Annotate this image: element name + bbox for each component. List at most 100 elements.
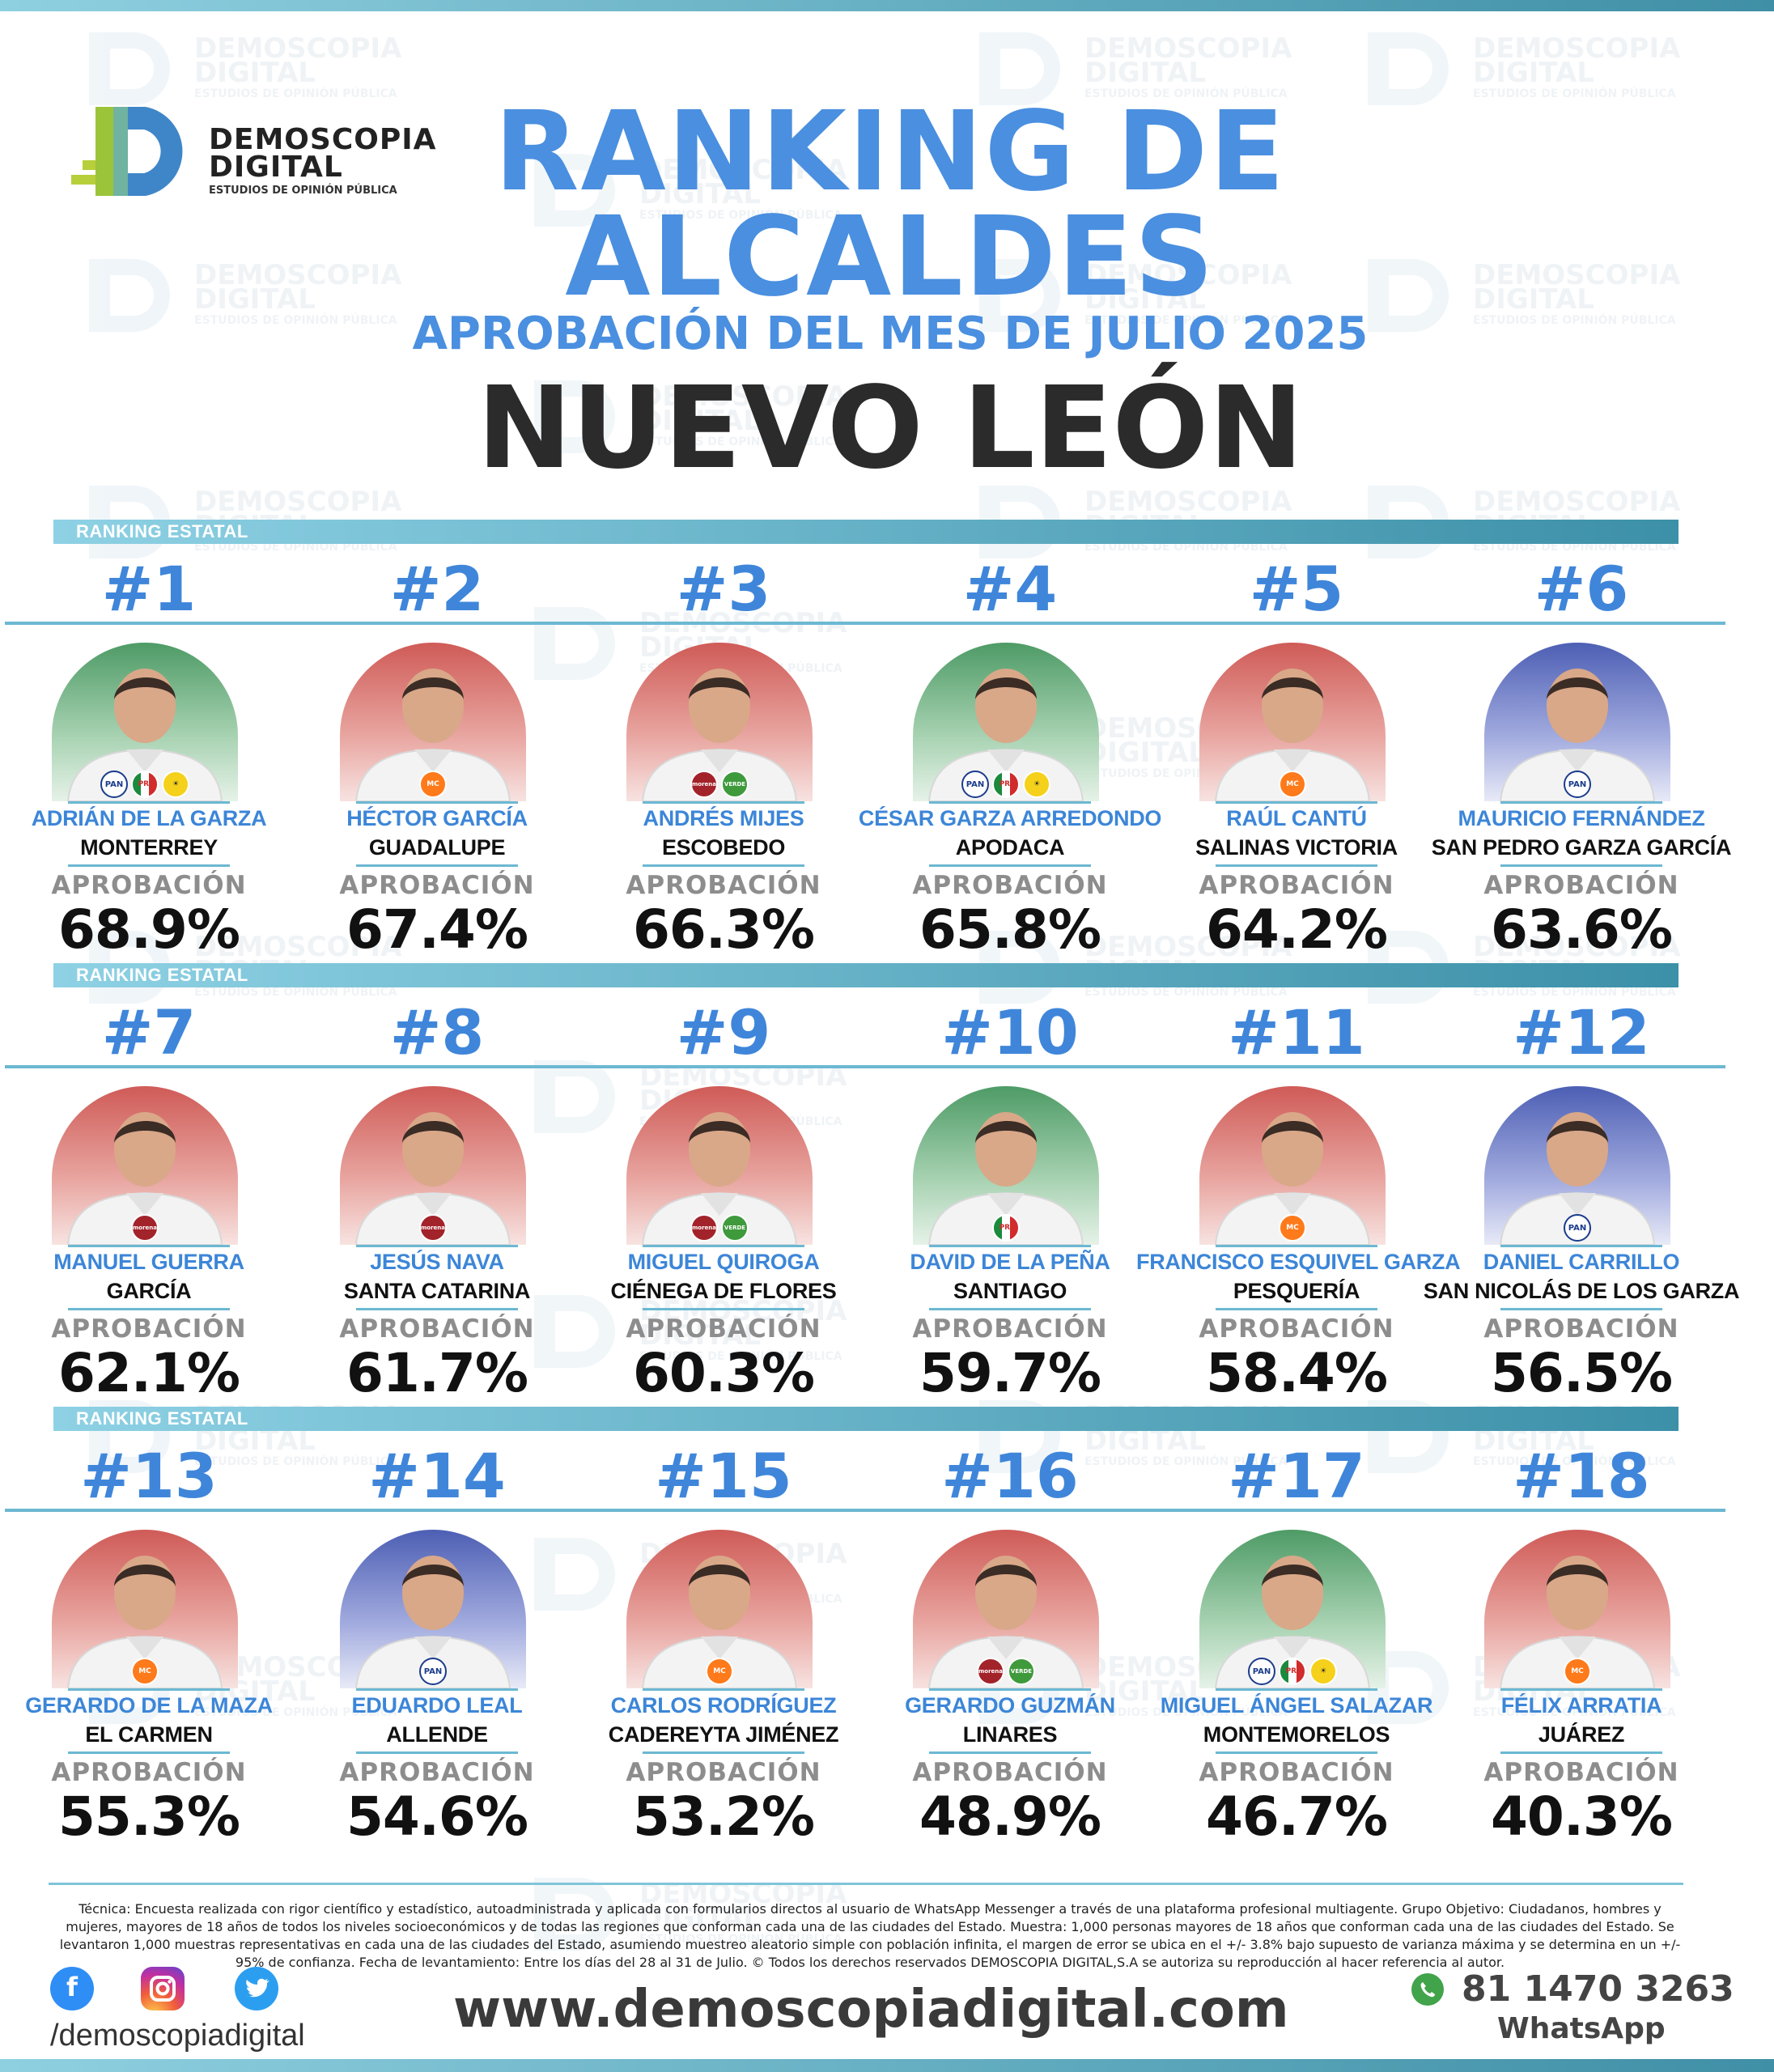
city-divider xyxy=(1500,1308,1662,1310)
mayor-card: #1 PAN PRI ☀ ADRIÁN DE LA GARZA MONTERREY APRO… xyxy=(5,558,293,979)
party-prd-icon: ☀ xyxy=(162,771,189,798)
social-handle[interactable]: /demoscopiadigital xyxy=(50,2019,305,2053)
page-title-line1: RANKING DE xyxy=(494,88,1287,216)
party-badges: MC xyxy=(1484,1658,1670,1685)
party-badges: MC xyxy=(1199,771,1386,798)
rank-underline xyxy=(1437,1509,1725,1512)
rank-underline xyxy=(5,1065,293,1068)
municipality-name: SALINAS VICTORIA xyxy=(1195,835,1398,860)
rank-number: #1 xyxy=(101,553,197,625)
mayor-card: #12 PAN DANIEL CARRILLO SAN NICOLÁS DE LOS … xyxy=(1424,1002,1740,1423)
brand-name-line2: DIGITAL xyxy=(209,151,343,184)
party-prd-icon: ☀ xyxy=(1023,771,1050,798)
mayor-card: #6 PAN MAURICIO FERNÁNDEZ SAN PEDRO GARZA G… xyxy=(1432,558,1732,979)
party-pan-icon: PAN xyxy=(1564,771,1591,798)
candidate-photo: morena xyxy=(340,1086,526,1245)
candidate-photo: MC xyxy=(52,1530,238,1688)
candidate-name: HÉCTOR GARCÍA xyxy=(346,806,528,830)
section-bar-ranking-estatal: RANKING ESTATAL xyxy=(53,963,1679,987)
section-label: RANKING ESTATAL xyxy=(76,1408,248,1429)
mayor-card: #2 MC HÉCTOR GARCÍA GUADALUPE APROBACIÓN 67.4… xyxy=(293,558,581,979)
name-divider xyxy=(1500,1245,1662,1247)
approval-value: 56.5% xyxy=(1491,1342,1673,1404)
party-morena-icon: morena xyxy=(690,1214,718,1242)
party-morena-icon: morena xyxy=(131,1214,159,1242)
approval-label: APROBACIÓN xyxy=(626,1314,821,1344)
party-badges: PAN PRI ☀ xyxy=(913,771,1099,798)
candidate-photo: morena VERDE xyxy=(626,1086,813,1245)
party-morena-icon: morena xyxy=(977,1658,1004,1685)
city-divider xyxy=(643,864,804,867)
municipality-name: GARCÍA xyxy=(106,1279,192,1303)
whatsapp-phone[interactable]: 81 1470 3263 xyxy=(1462,1968,1734,2010)
approval-label: APROBACIÓN xyxy=(51,1314,247,1344)
city-divider xyxy=(356,864,518,867)
facebook-icon[interactable]: f xyxy=(50,1967,94,2010)
watermark-d-icon xyxy=(1368,32,1449,105)
mayor-card: #17 PAN PRI ☀ MIGUEL ÁNGEL SALAZAR MONTEMOREL… xyxy=(1152,1446,1441,1866)
state-title: NUEVO LEÓN xyxy=(477,363,1304,495)
rank-underline xyxy=(866,1065,1154,1068)
candidate-silhouette xyxy=(354,1112,511,1245)
name-divider xyxy=(1216,801,1377,804)
city-divider xyxy=(1216,1751,1377,1754)
approval-value: 55.3% xyxy=(58,1785,240,1848)
name-divider xyxy=(68,1688,230,1691)
candidate-name: GERARDO GUZMÁN xyxy=(905,1693,1115,1717)
approval-label: APROBACIÓN xyxy=(1199,1314,1394,1344)
party-mc-icon: MC xyxy=(419,771,447,798)
website-link[interactable]: www.demoscopiadigital.com xyxy=(453,1980,1289,2040)
party-morena-icon: morena xyxy=(419,1214,447,1242)
city-divider xyxy=(929,1751,1091,1754)
rank-underline xyxy=(5,1509,293,1512)
approval-label: APROBACIÓN xyxy=(1199,1758,1394,1787)
name-divider xyxy=(68,1245,230,1247)
mayor-card: #18 MC FÉLIX ARRATIA JUÁREZ APROBACIÓN 40.3% xyxy=(1437,1446,1725,1866)
name-divider xyxy=(1500,1688,1662,1691)
watermark-text: DEMOSCOPIA xyxy=(194,486,402,518)
candidate-name: MAURICIO FERNÁNDEZ xyxy=(1458,806,1705,830)
city-divider xyxy=(1216,1308,1377,1310)
municipality-name: MONTERREY xyxy=(80,835,218,860)
candidate-name: DANIEL CARRILLO xyxy=(1483,1250,1680,1274)
candidate-name: FÉLIX ARRATIA xyxy=(1500,1693,1662,1717)
name-divider xyxy=(356,1245,518,1247)
name-divider xyxy=(643,1245,804,1247)
candidate-photo: PAN xyxy=(1484,1086,1670,1245)
rank-number: #8 xyxy=(389,996,485,1068)
party-badges: morena VERDE xyxy=(913,1658,1099,1685)
watermark-tagline: ESTUDIOS DE OPINIÓN PÚBLICA xyxy=(1473,87,1676,100)
instagram-icon[interactable] xyxy=(141,1967,185,2010)
top-accent-bar xyxy=(0,0,1774,11)
watermark-d-icon xyxy=(89,259,170,332)
watermark-text: DIGITAL xyxy=(1473,283,1594,316)
candidate-photo: morena VERDE xyxy=(913,1530,1099,1688)
rank-underline xyxy=(1152,1509,1441,1512)
page-subtitle: APROBACIÓN DEL MES DE JULIO 2025 xyxy=(412,308,1369,360)
approval-label: APROBACIÓN xyxy=(339,1314,535,1344)
mayor-card: #13 MC GERARDO DE LA MAZA EL CARMEN APROBACI… xyxy=(5,1446,293,1866)
twitter-icon[interactable] xyxy=(235,1967,278,2010)
candidate-photo: MC xyxy=(626,1530,813,1688)
candidate-name: DAVID DE LA PEÑA xyxy=(910,1250,1110,1274)
candidate-name: CÉSAR GARZA ARREDONDO xyxy=(858,806,1162,830)
social-links: f /demoscopiadigital xyxy=(50,1967,374,2056)
party-pan-icon: PAN xyxy=(1248,1658,1275,1685)
whatsapp-contact[interactable]: 81 1470 3263 WhatsApp xyxy=(1405,1968,1734,2057)
candidate-name: ANDRÉS MIJES xyxy=(643,806,804,830)
approval-value: 59.7% xyxy=(919,1342,1101,1404)
approval-label: APROBACIÓN xyxy=(912,1758,1108,1787)
mayor-card: #10 PRI DAVID DE LA PEÑA SANTIAGO APROBACIÓN… xyxy=(866,1002,1154,1423)
candidate-silhouette xyxy=(927,1556,1084,1688)
watermark-text: DEMOSCOPIA xyxy=(1473,486,1681,518)
brand-d-icon xyxy=(71,107,183,196)
mayor-card: #7 morena MANUEL GUERRA GARCÍA APROBACIÓN 62.… xyxy=(5,1002,293,1423)
candidate-photo: PAN PRI ☀ xyxy=(1199,1530,1386,1688)
party-badges: PRI xyxy=(913,1214,1099,1242)
mayor-card: #11 MC FRANCISCO ESQUIVEL GARZA PESQUERÍA AP… xyxy=(1136,1002,1461,1423)
brand-tagline: ESTUDIOS DE OPINIÓN PÚBLICA xyxy=(209,185,397,197)
candidate-name: CARLOS RODRÍGUEZ xyxy=(610,1693,837,1717)
approval-value: 61.7% xyxy=(346,1342,528,1404)
party-mc-icon: MC xyxy=(1279,1214,1306,1242)
watermark-text: DEMOSCOPIA xyxy=(1473,32,1681,65)
